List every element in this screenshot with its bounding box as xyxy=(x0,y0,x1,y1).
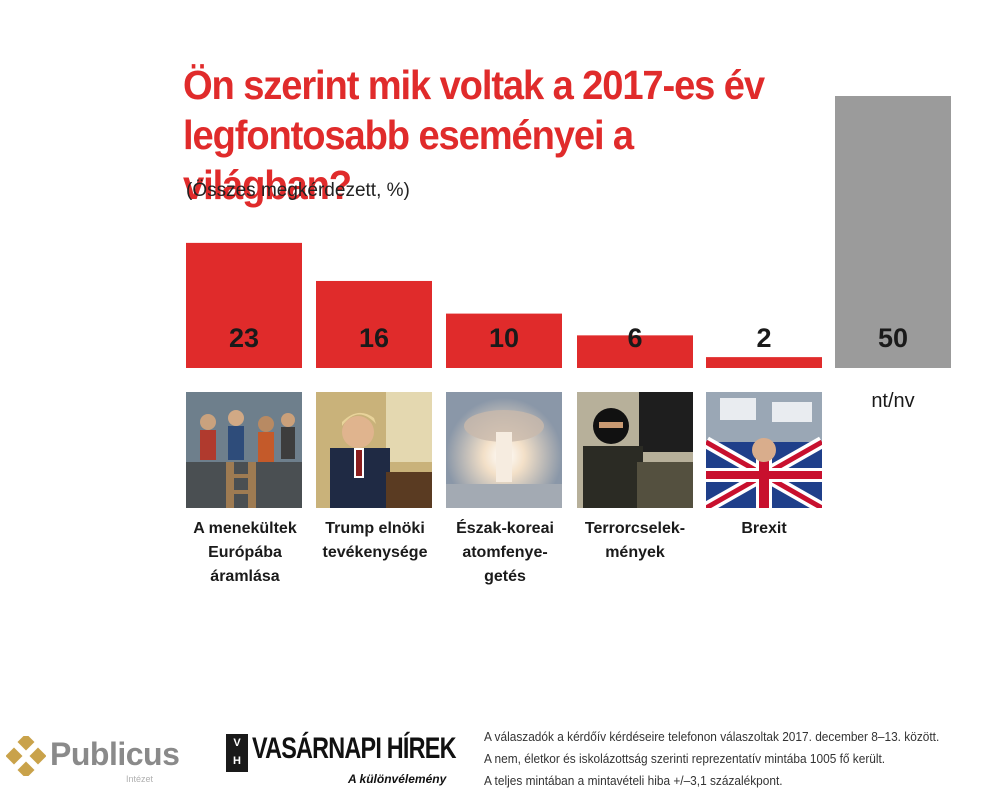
bar-chart: 23 16 10 6 2 50 xyxy=(186,96,951,368)
bar-value-label-3: 10 xyxy=(489,323,519,353)
bar-value-label-1: 23 xyxy=(229,323,259,353)
chart-title: Ön szerint mik voltak a 2017-es év legfo… xyxy=(183,60,797,210)
category-label-4: Terrorcselek- mények xyxy=(584,520,686,561)
chart-subtitle: (Összes megkérdezett, %) xyxy=(186,180,410,201)
bar-value-label-6: 50 xyxy=(878,323,908,353)
vh-sub: A különvélemény xyxy=(348,772,447,786)
note-line-1: A válaszadók a kérdőív kérdéseire telefo… xyxy=(484,729,940,744)
bar-value-label-4: 6 xyxy=(627,323,642,353)
publicus-name: Publicus xyxy=(50,736,180,772)
vh-mark: V H xyxy=(226,734,248,772)
bar-value-label-5: 2 xyxy=(756,323,771,353)
nuclear-test-photo xyxy=(446,392,562,508)
bar-value-label-2: 16 xyxy=(359,323,389,353)
bar-3 xyxy=(446,313,562,368)
publicus-sub: Intézet xyxy=(126,774,154,784)
category-label-3: Észak-koreai atomfenye- getés xyxy=(456,520,554,585)
vasarnapi-hirek-logo: V H VASÁRNAPI HÍREK A különvélemény xyxy=(226,732,466,794)
category-label-5: Brexit xyxy=(741,520,787,537)
vh-name: VASÁRNAPI HÍREK xyxy=(252,732,456,765)
refugees-photo xyxy=(186,392,302,508)
chart-title-line-1: Ön szerint mik voltak a 2017-es év xyxy=(183,62,765,108)
category-label-6: nt/nv xyxy=(871,390,915,412)
note-line-3: A teljes mintában a mintavételi hiba +/–… xyxy=(484,773,783,788)
note-line-2: A nem, életkor és iskolázottság szerinti… xyxy=(484,751,886,766)
bar-5 xyxy=(706,357,822,368)
methodology-notes: A válaszadók a kérdőív kérdéseire telefo… xyxy=(484,726,994,792)
terrorist-photo xyxy=(577,392,693,508)
trump-photo xyxy=(316,392,432,508)
footer-logos: Publicus Intézet V H VASÁRNAPI HÍREK A k… xyxy=(0,722,470,802)
bar-4 xyxy=(577,335,693,368)
brexit-protest-photo xyxy=(706,392,822,508)
chart-title-line-2: legfontosabb eseményei a világban? xyxy=(183,112,634,208)
bar-6 xyxy=(835,96,951,368)
bar-2 xyxy=(316,280,432,368)
category-label-1: A menekültek Európába áramlása xyxy=(193,520,297,585)
category-label-2: Trump elnöki tevékenysége xyxy=(322,520,428,561)
publicus-mark-icon xyxy=(6,736,46,776)
publicus-logo: Publicus Intézet xyxy=(6,728,206,788)
bar-1 xyxy=(186,242,302,368)
